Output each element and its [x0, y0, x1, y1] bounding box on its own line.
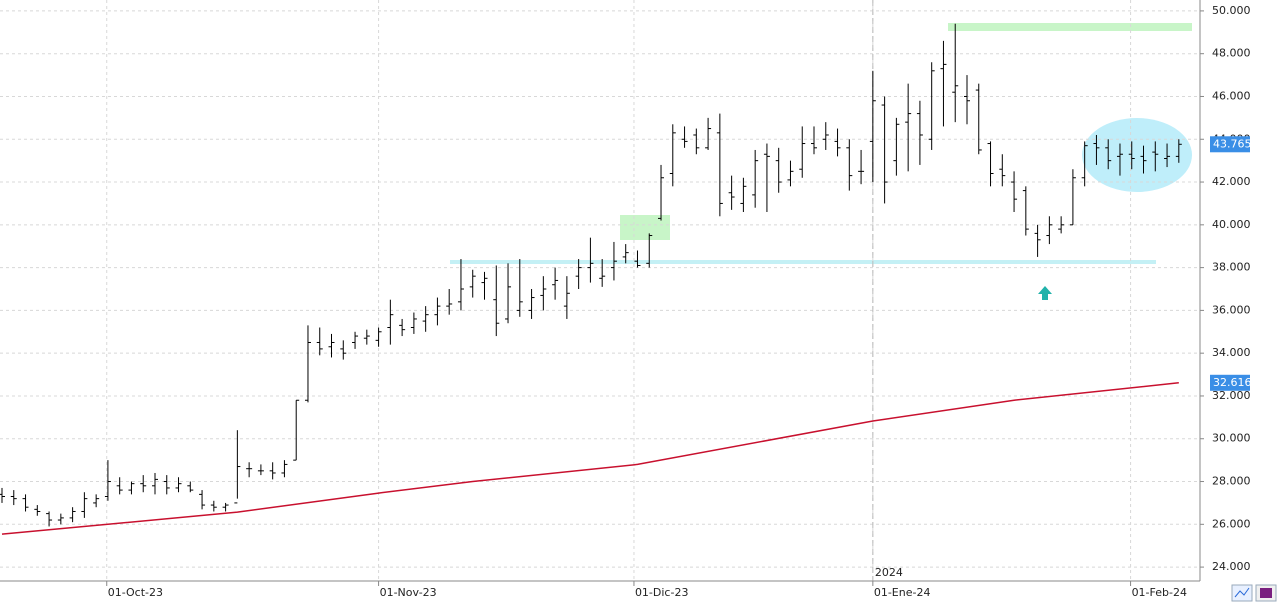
price-tag-label: 32.616 — [1213, 376, 1252, 389]
moving-average — [1, 382, 1179, 535]
y-tick-label: 38.000 — [1212, 261, 1251, 274]
labels: 24.000 26.000 28.000 30.000 32.000 34.000 36.0… — [106, 4, 1252, 599]
y-tick-label: 34.000 — [1212, 346, 1251, 359]
consolidation-ellipse — [1082, 118, 1192, 192]
x-tick-label: 01-Ene-24 — [874, 586, 931, 599]
y-tick-label: 48.000 — [1212, 47, 1251, 60]
grid — [0, 0, 1200, 581]
support-line — [450, 260, 1156, 264]
chart-type-icon — [1234, 587, 1250, 598]
plot — [0, 23, 1182, 535]
x-tick-label: 01-Feb-24 — [1132, 586, 1187, 599]
year-label: 2024 — [875, 566, 903, 579]
resistance-band — [948, 23, 1192, 31]
x-tick-label: 01-Nov-23 — [380, 586, 437, 599]
price-tag — [1210, 374, 1250, 391]
y-tick-label: 40.000 — [1212, 218, 1251, 231]
y-tick-label: 24.000 — [1212, 560, 1251, 573]
price-tag — [1210, 136, 1250, 153]
y-tick-label: 26.000 — [1212, 517, 1251, 530]
price-tag-label: 43.765 — [1213, 137, 1252, 150]
y-tick-label: 50.000 — [1212, 4, 1251, 17]
x-tick-label: 01-Dic-23 — [635, 586, 689, 599]
y-tick-label: 42.000 — [1212, 175, 1251, 188]
save-icon — [1260, 588, 1272, 598]
y-tick-label: 30.000 — [1212, 432, 1251, 445]
y-tick-label: 28.000 — [1212, 475, 1251, 488]
y-tick-label: 32.000 — [1212, 389, 1251, 402]
y-tick-label: 46.000 — [1212, 89, 1251, 102]
arrow-up — [1038, 286, 1052, 300]
gap-box — [620, 215, 670, 240]
y-tick-label: 36.000 — [1212, 303, 1251, 316]
x-tick-label: 01-Oct-23 — [108, 586, 163, 599]
